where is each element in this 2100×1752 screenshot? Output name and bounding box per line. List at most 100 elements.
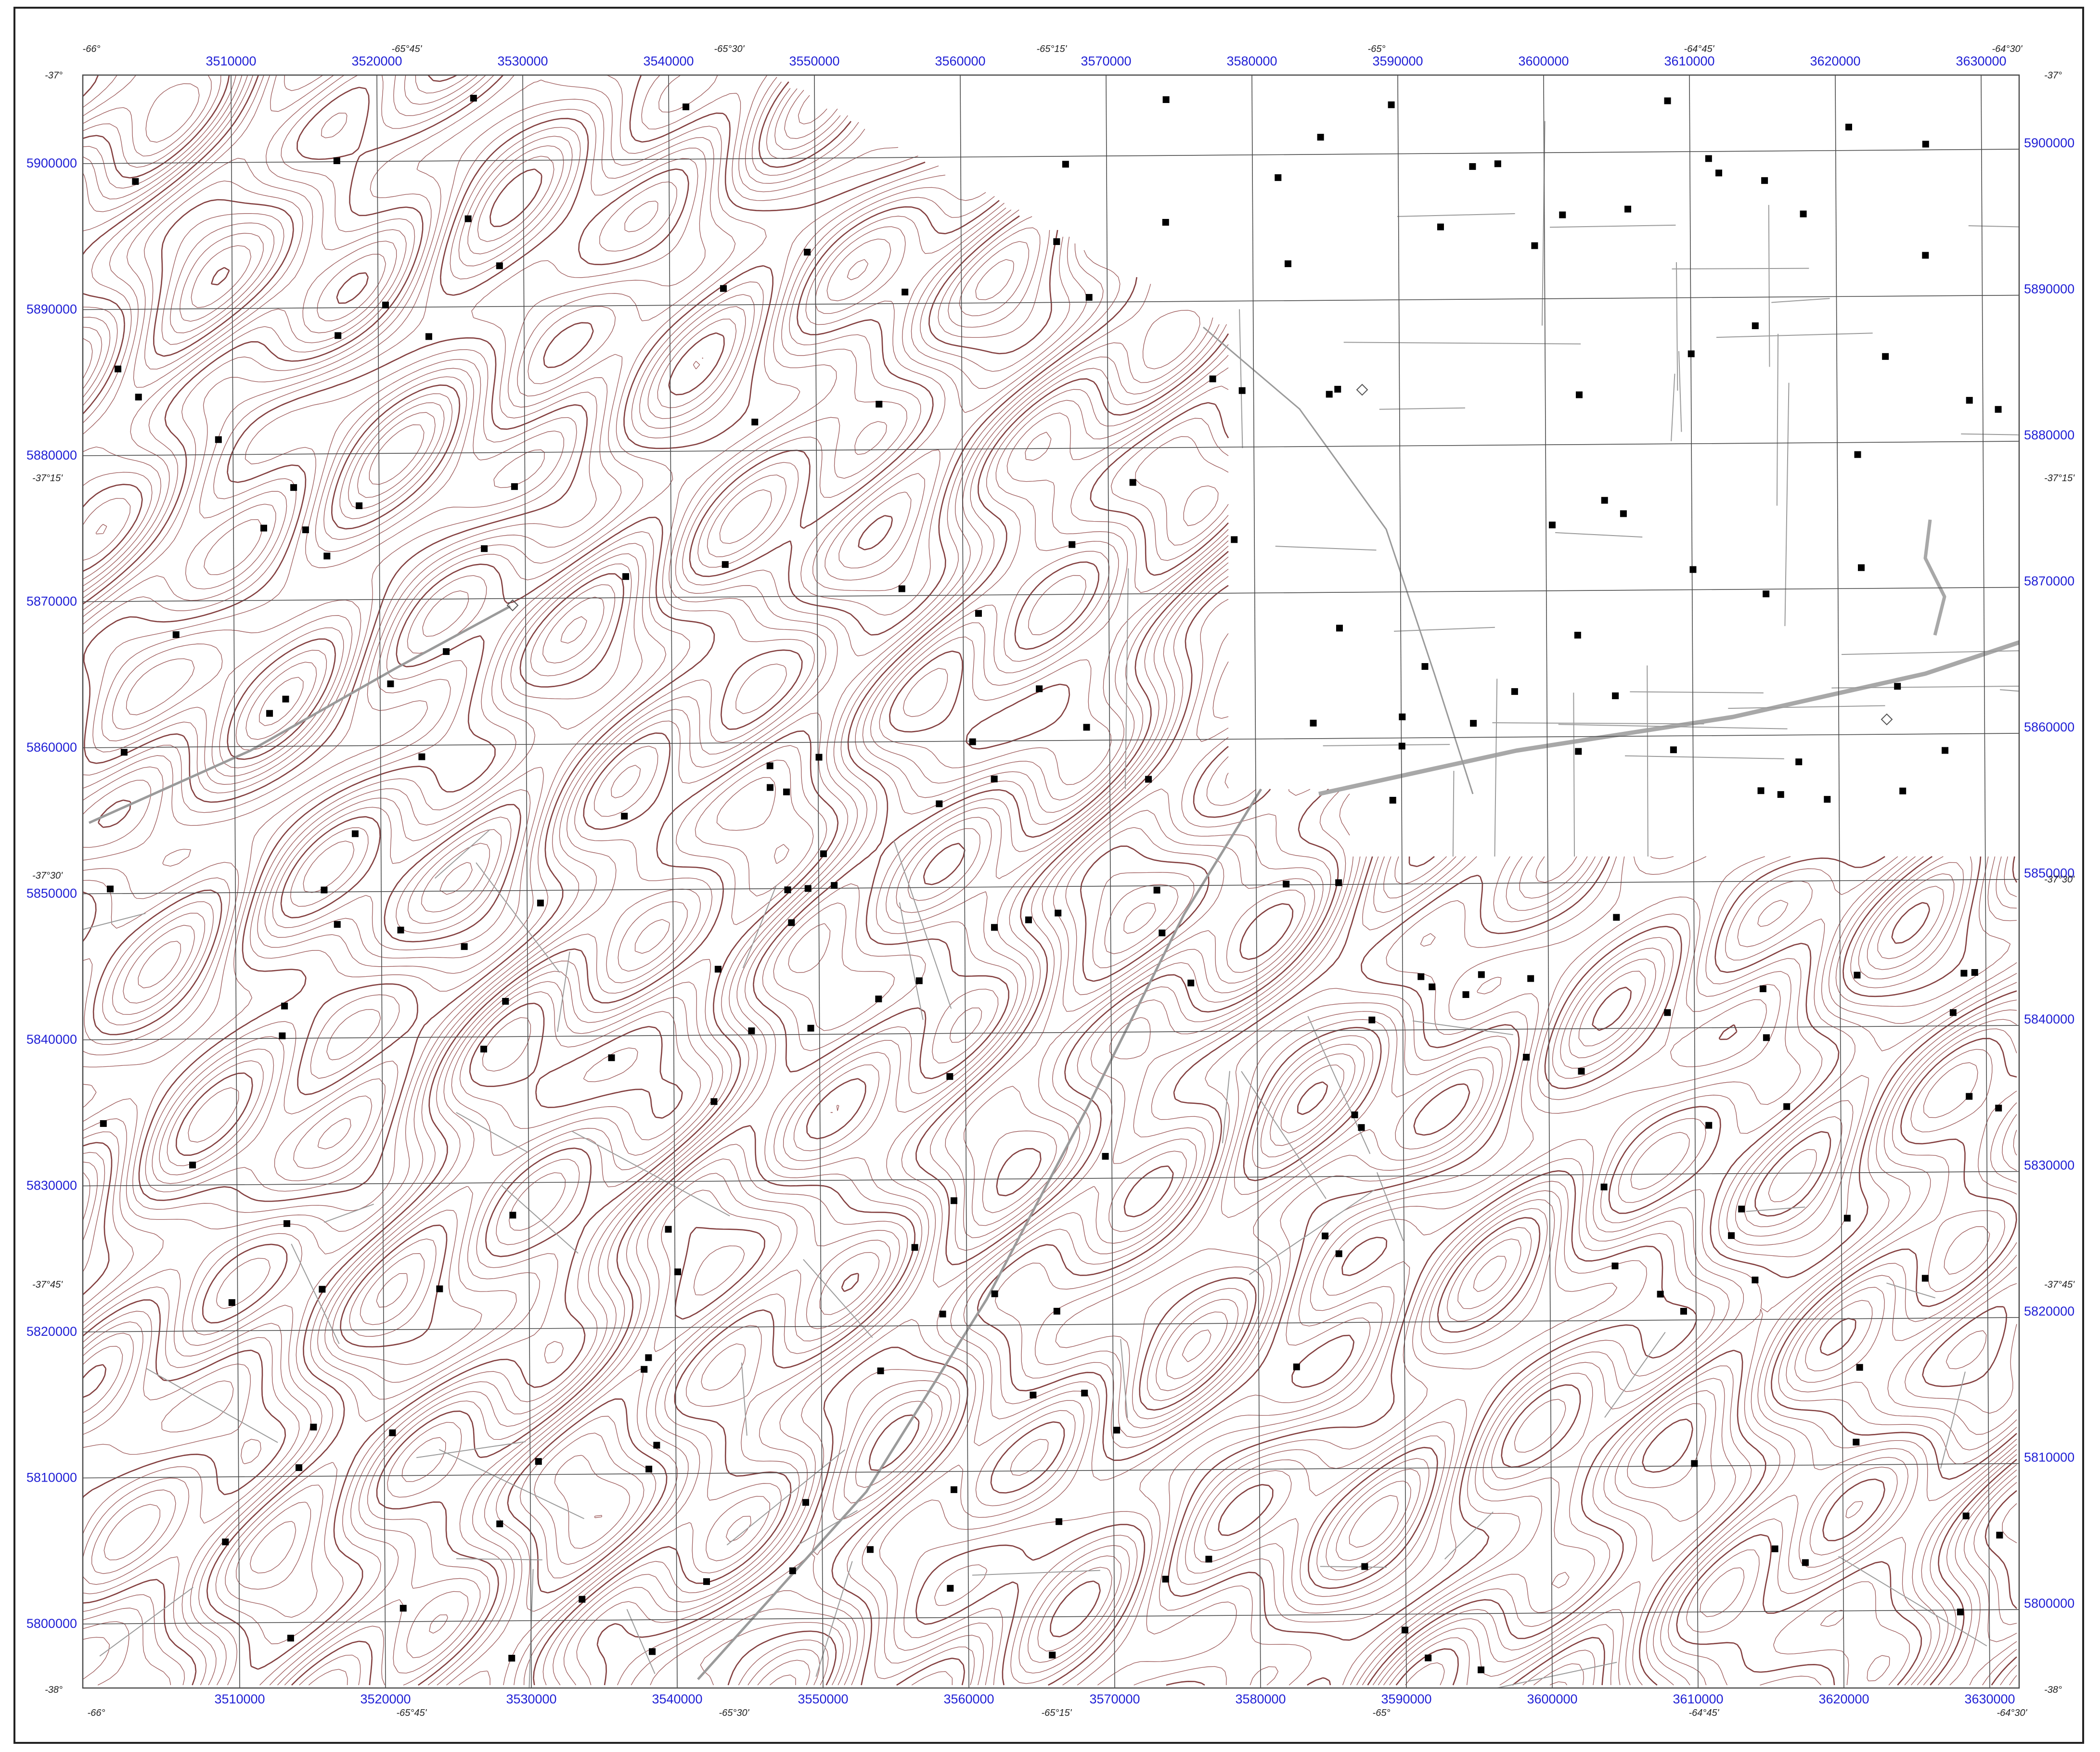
well-marker[interactable] (1763, 1034, 1770, 1041)
well-marker[interactable] (748, 1027, 755, 1035)
well-marker[interactable] (461, 943, 468, 950)
well-marker[interactable] (1055, 909, 1062, 917)
well-marker[interactable] (425, 333, 432, 340)
well-marker[interactable] (1162, 96, 1170, 103)
well-marker[interactable] (1705, 155, 1712, 162)
well-marker[interactable] (645, 1466, 653, 1473)
well-marker[interactable] (1966, 1093, 1973, 1100)
well-marker[interactable] (1600, 1183, 1608, 1190)
well-marker[interactable] (120, 749, 128, 756)
well-marker[interactable] (1858, 564, 1865, 571)
well-marker[interactable] (1238, 387, 1246, 394)
well-marker[interactable] (820, 850, 827, 857)
well-marker[interactable] (902, 288, 909, 295)
well-marker[interactable] (1162, 1575, 1169, 1583)
well-marker[interactable] (720, 285, 727, 292)
well-marker[interactable] (215, 436, 222, 443)
well-marker[interactable] (950, 1486, 957, 1493)
well-marker[interactable] (1664, 1009, 1671, 1016)
well-marker[interactable] (1283, 881, 1290, 888)
well-marker[interactable] (1680, 1308, 1687, 1315)
well-marker[interactable] (323, 552, 331, 560)
well-marker[interactable] (807, 1024, 814, 1032)
well-marker[interactable] (1351, 1111, 1358, 1118)
well-marker[interactable] (1284, 260, 1291, 268)
well-marker[interactable] (1771, 1545, 1778, 1552)
well-marker[interactable] (481, 545, 488, 552)
well-marker[interactable] (135, 394, 142, 401)
well-marker[interactable] (1462, 991, 1469, 998)
well-marker[interactable] (281, 1002, 288, 1010)
well-marker[interactable] (1783, 1103, 1791, 1110)
well-marker[interactable] (1670, 746, 1677, 754)
well-marker[interactable] (1894, 683, 1901, 690)
well-marker[interactable] (947, 1585, 954, 1592)
well-marker[interactable] (228, 1299, 235, 1306)
well-marker[interactable] (1025, 916, 1032, 923)
site-diamond-marker[interactable] (1356, 384, 1368, 396)
well-marker[interactable] (1691, 1460, 1698, 1467)
well-marker[interactable] (815, 754, 823, 761)
well-marker[interactable] (641, 1366, 648, 1373)
well-marker[interactable] (1715, 169, 1723, 177)
well-marker[interactable] (279, 1032, 286, 1039)
well-marker[interactable] (1102, 1153, 1109, 1160)
well-marker[interactable] (1336, 625, 1343, 632)
well-marker[interactable] (1548, 521, 1556, 528)
well-marker[interactable] (1187, 979, 1195, 986)
well-marker[interactable] (1752, 322, 1759, 330)
well-marker[interactable] (911, 1244, 918, 1251)
well-marker[interactable] (260, 524, 268, 532)
well-marker[interactable] (351, 830, 359, 837)
well-marker[interactable] (189, 1162, 196, 1169)
well-marker[interactable] (802, 1499, 809, 1506)
well-marker[interactable] (480, 1046, 488, 1053)
well-marker[interactable] (1421, 663, 1429, 670)
site-diamond-marker[interactable] (1881, 713, 1893, 726)
well-marker[interactable] (1389, 796, 1396, 804)
well-marker[interactable] (537, 899, 544, 907)
well-marker[interactable] (1145, 776, 1152, 783)
well-marker[interactable] (1613, 914, 1620, 921)
well-marker[interactable] (443, 648, 450, 655)
well-marker[interactable] (397, 926, 404, 934)
well-marker[interactable] (1081, 1390, 1088, 1397)
well-marker[interactable] (310, 1423, 317, 1431)
well-marker[interactable] (1030, 1392, 1037, 1399)
well-marker[interactable] (302, 526, 309, 534)
well-marker[interactable] (1664, 97, 1671, 104)
well-marker[interactable] (319, 1286, 326, 1293)
well-marker[interactable] (1922, 252, 1929, 259)
well-marker[interactable] (1159, 929, 1166, 936)
well-marker[interactable] (784, 886, 791, 894)
well-marker[interactable] (1469, 163, 1476, 170)
well-marker[interactable] (621, 813, 628, 820)
well-marker[interactable] (387, 680, 394, 688)
well-marker[interactable] (382, 301, 389, 308)
well-marker[interactable] (1882, 353, 1889, 360)
well-marker[interactable] (766, 762, 773, 769)
well-marker[interactable] (1523, 1054, 1530, 1061)
well-marker[interactable] (1036, 685, 1043, 692)
well-marker[interactable] (1417, 973, 1425, 980)
well-marker[interactable] (535, 1458, 542, 1465)
well-marker[interactable] (266, 710, 273, 717)
well-marker[interactable] (508, 1655, 515, 1662)
well-marker[interactable] (1971, 969, 1978, 976)
well-marker[interactable] (389, 1429, 396, 1436)
well-marker[interactable] (1899, 787, 1907, 794)
well-marker[interactable] (939, 1310, 946, 1317)
well-marker[interactable] (1399, 713, 1406, 720)
well-marker[interactable] (1763, 590, 1770, 598)
well-marker[interactable] (106, 885, 114, 893)
well-marker[interactable] (1612, 692, 1619, 700)
well-marker[interactable] (1293, 1363, 1300, 1370)
well-marker[interactable] (356, 502, 363, 510)
well-marker[interactable] (321, 886, 328, 894)
well-marker[interactable] (511, 483, 518, 490)
well-marker[interactable] (991, 775, 998, 782)
well-marker[interactable] (876, 400, 883, 408)
well-marker[interactable] (1995, 406, 2002, 413)
well-marker[interactable] (877, 1367, 884, 1374)
well-marker[interactable] (1688, 350, 1695, 358)
